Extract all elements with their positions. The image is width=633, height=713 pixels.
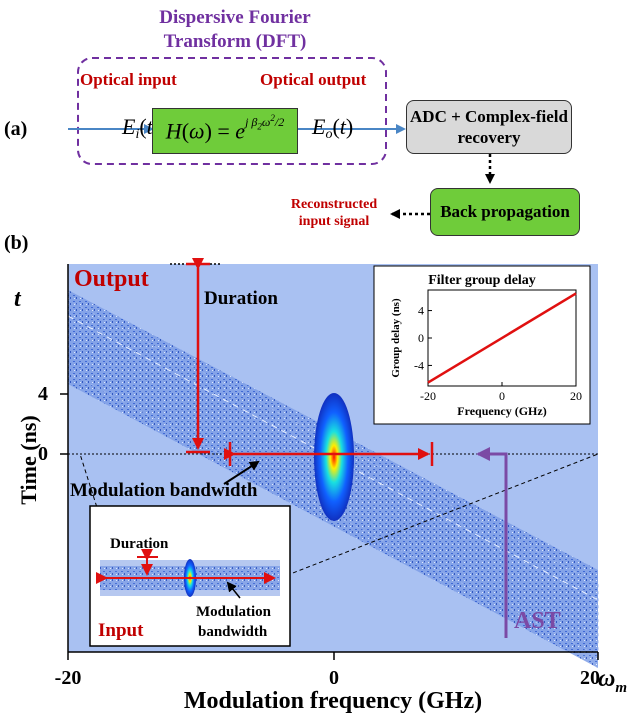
- gd-ytick-label: 0: [418, 331, 424, 345]
- gd-title: Filter group delay: [428, 273, 536, 288]
- t-axis-symbol: t: [14, 286, 22, 312]
- panel-a-label: (a): [4, 118, 28, 140]
- xtick-left-label: -20: [55, 667, 82, 689]
- central-peak: [314, 393, 354, 521]
- gd-xtick-label: 20: [570, 389, 582, 403]
- group-delay-chart: Filter group delay 4 0 -4 -20 0 20 Frequency (G…: [390, 273, 582, 418]
- ast-label: AST: [514, 608, 561, 634]
- transfer-function-box: H(ω) = ej β2ω2/2: [152, 108, 298, 154]
- output-label: Output: [74, 266, 149, 292]
- gd-xtick-label: 0: [499, 389, 505, 403]
- inset-bw-pointer: [226, 581, 241, 599]
- inset-modbw-line2: bandwidth: [198, 624, 268, 640]
- transfer-function-formula: H(ω) = ej β2ω2/2: [165, 113, 285, 144]
- optical-output-label: Optical output: [260, 70, 367, 89]
- xtick-mid-label: 0: [329, 667, 339, 689]
- duration-label: Duration: [204, 288, 278, 309]
- gd-xlabel: Frequency (GHz): [457, 404, 546, 418]
- optical-input-label: Optical input: [80, 70, 177, 89]
- dft-title: Dispersive Fourier Transform (DFT): [159, 7, 311, 52]
- inset-duration-label: Duration: [110, 536, 169, 552]
- gd-ytick-label: 4: [418, 304, 424, 318]
- omega-axis-symbol: ωm: [598, 666, 627, 696]
- gd-ylabel: Group delay (ns): [390, 298, 402, 378]
- inset-input-label: Input: [98, 620, 144, 641]
- modulation-bandwidth-label: Modulation bandwidth: [70, 480, 258, 501]
- gd-series-line: [427, 292, 577, 384]
- x-axis-title: Modulation frequency (GHz): [184, 688, 482, 713]
- ytick-0-label: 0: [38, 443, 48, 465]
- ast-arrow: [476, 447, 508, 638]
- ytick-4-label: 4: [38, 383, 48, 405]
- gd-ytick-label: -4: [414, 358, 424, 372]
- reconstructed-label: Reconstructed input signal: [290, 197, 378, 229]
- proj-line-right: [279, 453, 599, 579]
- y-axis-title: Time (ns): [16, 415, 41, 504]
- dft-dashed-boundary: [77, 57, 387, 165]
- inset-modbw-line1: Modulation: [196, 604, 272, 620]
- gd-xtick-label: -20: [420, 389, 436, 403]
- backprop-box: Back propagation: [430, 188, 580, 236]
- bw-pointer-arrow: [223, 460, 260, 485]
- panel-b-label: (b): [4, 232, 29, 254]
- adc-box: ADC + Complex-field recovery: [406, 100, 572, 154]
- output-field-symbol: Eo(t): [311, 114, 353, 142]
- xtick-right-label: 20: [580, 667, 600, 689]
